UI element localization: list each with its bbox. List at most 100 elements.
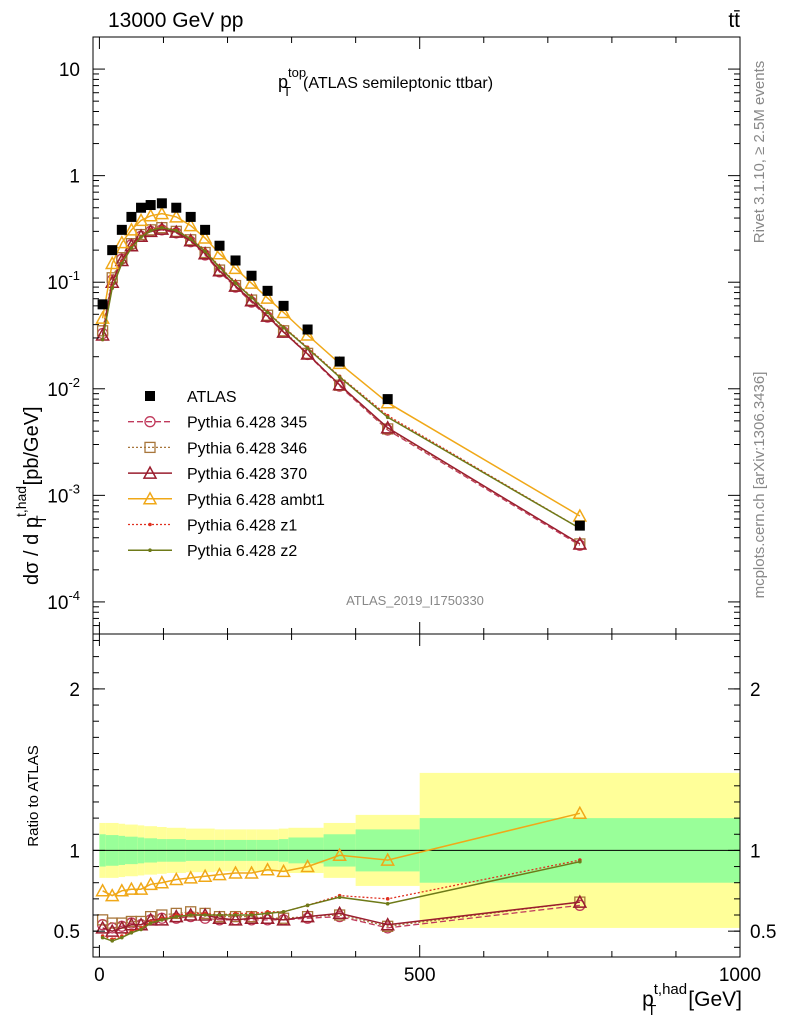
ratio-series-point xyxy=(104,888,120,902)
ratio-y-tick-label: 1 xyxy=(69,841,80,862)
legend-label: Pythia 6.428 z2 xyxy=(187,543,297,560)
series-point xyxy=(203,249,207,254)
ratio-series-point xyxy=(281,909,286,914)
series-line xyxy=(101,226,581,530)
ratio-series-point xyxy=(300,909,315,923)
x-tick-label: 0 xyxy=(94,965,105,986)
series-point xyxy=(332,377,347,391)
series-point xyxy=(281,325,286,330)
ratio-series-point xyxy=(110,939,115,943)
ratio-y-tick-label-right: 2 xyxy=(750,680,761,701)
legend-label: Pythia 6.428 ambt1 xyxy=(187,492,325,509)
data-point xyxy=(246,270,257,281)
series-point xyxy=(385,415,390,420)
series-point xyxy=(139,235,143,239)
series-point xyxy=(233,281,238,285)
series-line xyxy=(101,229,581,546)
series-point xyxy=(148,228,153,233)
svg-text:dσ / d pt,hadT[pb/GeV]: dσ / d pt,hadT[pb/GeV] xyxy=(13,406,49,585)
ratio-series-point xyxy=(276,863,291,878)
data-point xyxy=(171,202,182,213)
ratio-series-point xyxy=(578,859,582,864)
series-point xyxy=(300,346,315,360)
ratio-series-point xyxy=(148,921,153,925)
series-point xyxy=(124,222,139,236)
rivet-label: Rivet 3.1.10, ≥ 2.5M events xyxy=(751,61,768,244)
ratio-series-point xyxy=(188,913,193,917)
series-point xyxy=(174,228,179,233)
data-point xyxy=(145,200,156,211)
series-point xyxy=(110,286,115,290)
ratio-series-point xyxy=(572,894,588,908)
series-point xyxy=(169,209,184,223)
ratio-series-point xyxy=(174,914,179,919)
ratio-series-point xyxy=(260,910,275,924)
ratio-series-point xyxy=(183,870,198,884)
legend-marker xyxy=(144,416,156,428)
ratio-series-point xyxy=(104,923,120,937)
series-point xyxy=(276,324,291,338)
ratio-series-point xyxy=(265,911,270,916)
ratio-series-point xyxy=(95,883,110,897)
ratio-series-point xyxy=(154,875,170,889)
data-point xyxy=(278,300,289,311)
series-point xyxy=(143,208,158,222)
ratio-series-point xyxy=(385,901,390,906)
ratio-series-point xyxy=(100,935,105,940)
legend-label: Pythia 6.428 370 xyxy=(187,466,307,483)
energy-label: 13000 GeV pp xyxy=(108,9,243,32)
main-plot: 10-4 10-3 10-2 10-1 1 10 ptop T (ATLAS semilept… xyxy=(13,36,741,635)
series-point xyxy=(337,375,342,379)
ratio-series-point xyxy=(129,930,134,935)
series-line xyxy=(101,212,581,517)
ratio-y-tick-label: 2 xyxy=(69,680,80,701)
ratio-series-point xyxy=(385,897,390,901)
y-tick-label: 1 xyxy=(69,167,80,188)
series-point xyxy=(572,536,588,550)
ratio-series-point xyxy=(95,920,110,934)
series-point xyxy=(183,218,198,232)
ratio-series-point xyxy=(332,847,347,862)
series-point xyxy=(380,420,395,434)
ratio-plot: 0.5 0.5 1 1 2 2 0 500 1000 Ratio to ATLAS pt,had… xyxy=(25,633,776,1019)
ratio-series-point xyxy=(249,913,254,917)
data-point xyxy=(200,224,211,235)
data-point xyxy=(382,394,393,405)
ratio-marks xyxy=(95,805,588,943)
main-marks xyxy=(95,198,588,551)
analysis-watermark: ATLAS_2019_I1750330 xyxy=(346,593,484,608)
x-tick-label: 1000 xyxy=(719,965,761,986)
ratio-series-point xyxy=(114,920,130,934)
ratio-frame xyxy=(92,633,741,958)
ratio-series-point xyxy=(305,903,310,908)
series-point xyxy=(212,246,227,260)
ratio-series-point xyxy=(332,905,347,920)
ratio-series-point xyxy=(337,895,342,900)
y-tick-label: 10-3 xyxy=(47,481,80,507)
main-axes: 10-4 10-3 10-2 10-1 1 10 xyxy=(47,36,741,635)
ratio-axes: 0.5 0.5 1 1 2 2 0 500 1000 xyxy=(54,634,776,986)
ratio-series-point xyxy=(124,881,139,895)
series-point xyxy=(305,346,310,351)
legend-marker xyxy=(142,491,158,505)
legend-label: Pythia 6.428 346 xyxy=(187,440,307,457)
ratio-series-point xyxy=(120,935,124,940)
ratio-series-point xyxy=(139,927,143,932)
y-tick-label: 10-1 xyxy=(47,268,80,294)
series-line xyxy=(101,227,581,545)
ratio-series-point xyxy=(114,883,130,897)
ratio-y-tick-label: 0.5 xyxy=(54,922,80,943)
mcplots-label: mcplots.cern.ch [arXiv:1306.3436] xyxy=(751,372,768,599)
legend-marker xyxy=(148,548,152,552)
data-point xyxy=(136,202,147,213)
ratio-y-tick-label-right: 1 xyxy=(750,841,761,862)
series-point xyxy=(197,230,213,244)
data-point xyxy=(126,211,137,222)
y-tick-label: 10-2 xyxy=(47,375,80,401)
plot-title: ptop T (ATLAS semileptonic ttbar) xyxy=(278,65,493,99)
series-point xyxy=(382,423,394,435)
ratio-series-point xyxy=(233,913,238,917)
series-point xyxy=(133,212,149,227)
ratio-series-point xyxy=(169,871,184,886)
ratio-y-tick-label-right: 0.5 xyxy=(750,922,776,943)
